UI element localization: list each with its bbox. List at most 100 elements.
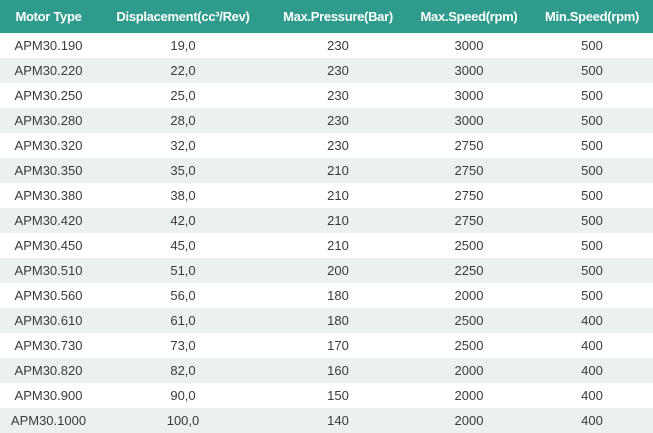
displacement-cell: 32,0 — [97, 133, 269, 158]
max-speed-cell: 2500 — [407, 333, 531, 358]
column-header-displacement: Displacement(cc³/Rev) — [97, 0, 269, 33]
max-speed-cell: 2000 — [407, 408, 531, 433]
displacement-cell: 38,0 — [97, 183, 269, 208]
min-speed-cell: 500 — [531, 58, 653, 83]
motor-type-cell: APM30.510 — [0, 258, 97, 283]
displacement-cell: 22,0 — [97, 58, 269, 83]
motor-type-cell: APM30.280 — [0, 108, 97, 133]
min-speed-cell: 500 — [531, 283, 653, 308]
table-row: APM30.380 38,0 210 2750 500 — [0, 183, 653, 208]
table-body: APM30.190 19,0 230 3000 500 APM30.220 22,0 230 3… — [0, 33, 653, 433]
motor-type-cell: APM30.560 — [0, 283, 97, 308]
table-row: APM30.450 45,0 210 2500 500 — [0, 233, 653, 258]
max-speed-cell: 2750 — [407, 208, 531, 233]
max-speed-cell: 2750 — [407, 158, 531, 183]
motor-type-cell: APM30.350 — [0, 158, 97, 183]
max-pressure-cell: 200 — [269, 258, 407, 283]
displacement-cell: 61,0 — [97, 308, 269, 333]
min-speed-cell: 400 — [531, 383, 653, 408]
motor-type-cell: APM30.730 — [0, 333, 97, 358]
min-speed-cell: 500 — [531, 158, 653, 183]
max-pressure-cell: 170 — [269, 333, 407, 358]
table-row: APM30.730 73,0 170 2500 400 — [0, 333, 653, 358]
min-speed-cell: 400 — [531, 308, 653, 333]
table-row: APM30.220 22,0 230 3000 500 — [0, 58, 653, 83]
max-pressure-cell: 230 — [269, 83, 407, 108]
max-pressure-cell: 230 — [269, 58, 407, 83]
motor-type-cell: APM30.610 — [0, 308, 97, 333]
max-pressure-cell: 230 — [269, 133, 407, 158]
motor-type-cell: APM30.450 — [0, 233, 97, 258]
displacement-cell: 56,0 — [97, 283, 269, 308]
max-pressure-cell: 230 — [269, 108, 407, 133]
table-row: APM30.560 56,0 180 2000 500 — [0, 283, 653, 308]
displacement-cell: 25,0 — [97, 83, 269, 108]
motor-type-cell: APM30.320 — [0, 133, 97, 158]
table-row: APM30.250 25,0 230 3000 500 — [0, 83, 653, 108]
min-speed-cell: 500 — [531, 83, 653, 108]
max-speed-cell: 2000 — [407, 358, 531, 383]
motor-type-cell: APM30.1000 — [0, 408, 97, 433]
displacement-cell: 90,0 — [97, 383, 269, 408]
max-pressure-cell: 160 — [269, 358, 407, 383]
header-row: Motor Type Displacement(cc³/Rev) Max.Pre… — [0, 0, 653, 33]
motor-type-cell: APM30.420 — [0, 208, 97, 233]
max-speed-cell: 3000 — [407, 58, 531, 83]
max-pressure-cell: 230 — [269, 33, 407, 58]
table-row: APM30.820 82,0 160 2000 400 — [0, 358, 653, 383]
max-speed-cell: 2000 — [407, 383, 531, 408]
displacement-cell: 35,0 — [97, 158, 269, 183]
motor-type-cell: APM30.820 — [0, 358, 97, 383]
table-row: APM30.320 32,0 230 2750 500 — [0, 133, 653, 158]
max-pressure-cell: 210 — [269, 208, 407, 233]
max-pressure-cell: 210 — [269, 183, 407, 208]
displacement-cell: 73,0 — [97, 333, 269, 358]
displacement-cell: 100,0 — [97, 408, 269, 433]
table-row: APM30.190 19,0 230 3000 500 — [0, 33, 653, 58]
column-header-max-pressure: Max.Pressure(Bar) — [269, 0, 407, 33]
max-pressure-cell: 150 — [269, 383, 407, 408]
column-header-max-speed: Max.Speed(rpm) — [407, 0, 531, 33]
displacement-cell: 42,0 — [97, 208, 269, 233]
table-row: APM30.420 42,0 210 2750 500 — [0, 208, 653, 233]
min-speed-cell: 500 — [531, 183, 653, 208]
displacement-cell: 19,0 — [97, 33, 269, 58]
max-speed-cell: 3000 — [407, 33, 531, 58]
column-header-min-speed: Min.Speed(rpm) — [531, 0, 653, 33]
max-speed-cell: 3000 — [407, 83, 531, 108]
displacement-cell: 82,0 — [97, 358, 269, 383]
min-speed-cell: 500 — [531, 133, 653, 158]
table-row: APM30.280 28,0 230 3000 500 — [0, 108, 653, 133]
motor-type-cell: APM30.250 — [0, 83, 97, 108]
table-row: APM30.1000 100,0 140 2000 400 — [0, 408, 653, 433]
table-row: APM30.610 61,0 180 2500 400 — [0, 308, 653, 333]
min-speed-cell: 500 — [531, 233, 653, 258]
max-speed-cell: 2250 — [407, 258, 531, 283]
max-pressure-cell: 210 — [269, 158, 407, 183]
displacement-cell: 28,0 — [97, 108, 269, 133]
table-row: APM30.510 51,0 200 2250 500 — [0, 258, 653, 283]
min-speed-cell: 500 — [531, 108, 653, 133]
table-header: Motor Type Displacement(cc³/Rev) Max.Pre… — [0, 0, 653, 33]
table-row: APM30.350 35,0 210 2750 500 — [0, 158, 653, 183]
max-speed-cell: 3000 — [407, 108, 531, 133]
max-pressure-cell: 180 — [269, 283, 407, 308]
column-header-motor-type: Motor Type — [0, 0, 97, 33]
min-speed-cell: 400 — [531, 408, 653, 433]
max-pressure-cell: 210 — [269, 233, 407, 258]
max-speed-cell: 2500 — [407, 233, 531, 258]
max-speed-cell: 2000 — [407, 283, 531, 308]
motor-type-cell: APM30.900 — [0, 383, 97, 408]
max-speed-cell: 2500 — [407, 308, 531, 333]
displacement-cell: 45,0 — [97, 233, 269, 258]
min-speed-cell: 400 — [531, 358, 653, 383]
motor-type-cell: APM30.190 — [0, 33, 97, 58]
displacement-cell: 51,0 — [97, 258, 269, 283]
max-pressure-cell: 180 — [269, 308, 407, 333]
min-speed-cell: 500 — [531, 33, 653, 58]
motor-type-cell: APM30.380 — [0, 183, 97, 208]
min-speed-cell: 400 — [531, 333, 653, 358]
max-speed-cell: 2750 — [407, 183, 531, 208]
max-speed-cell: 2750 — [407, 133, 531, 158]
